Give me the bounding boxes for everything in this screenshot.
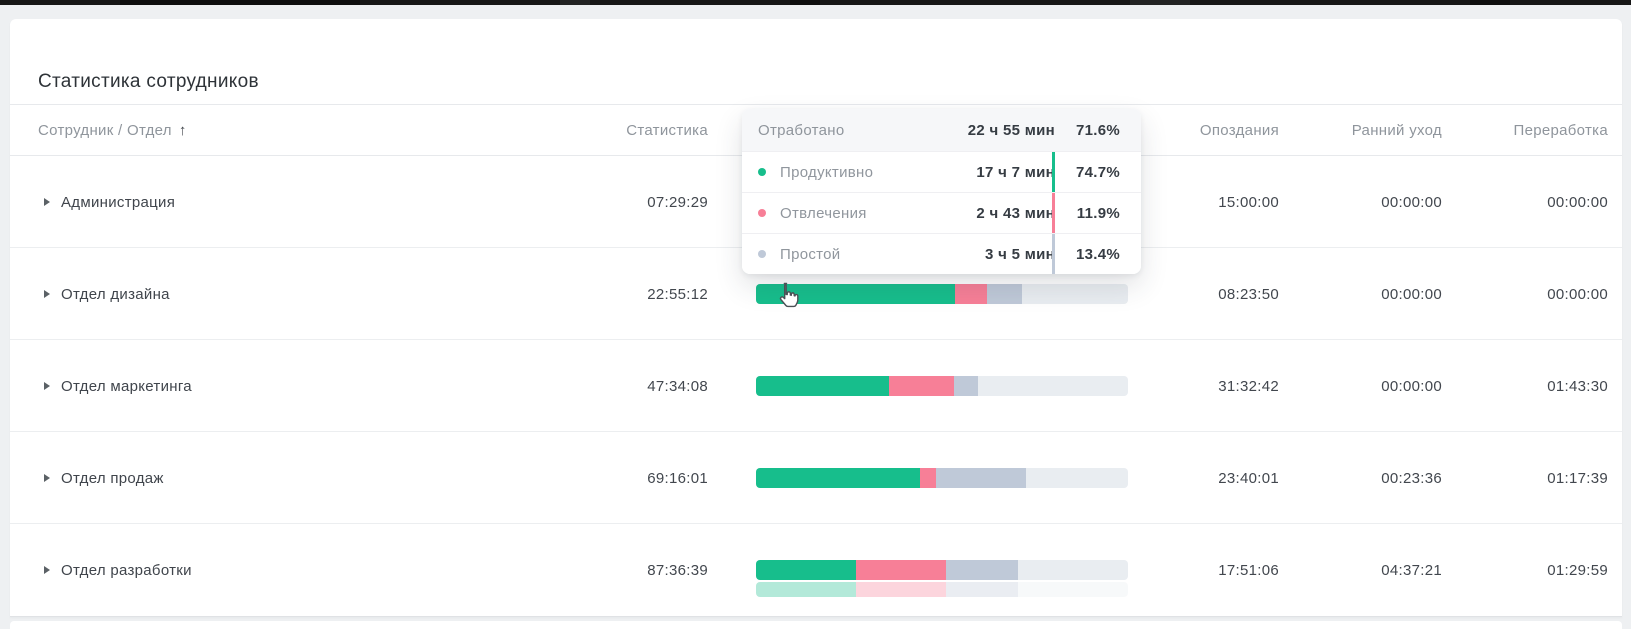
early-leave-value: 00:00:00 xyxy=(1381,377,1442,395)
statistics-value: 07:29:29 xyxy=(647,193,708,211)
statistics-value: 69:16:01 xyxy=(647,469,708,487)
expand-arrow-icon[interactable] xyxy=(44,290,50,298)
browser-chrome-strip xyxy=(0,0,1631,5)
partial-productivity-bar xyxy=(756,582,1128,597)
column-header-overtime[interactable]: Переработка xyxy=(1513,121,1608,139)
statistics-value: 47:34:08 xyxy=(647,377,708,395)
sort-ascending-icon[interactable]: ↑ xyxy=(178,121,187,139)
late-value: 23:40:01 xyxy=(1218,469,1279,487)
worked-percent: 71.6% xyxy=(1075,121,1120,139)
distraction-percent: 11.9% xyxy=(1076,204,1120,222)
productivity-bar[interactable] xyxy=(756,468,1128,488)
overtime-value: 00:00:00 xyxy=(1547,193,1608,211)
overtime-value: 00:00:00 xyxy=(1547,285,1608,303)
productivity-bar[interactable] xyxy=(756,376,1128,396)
department-name: Отдел разработки xyxy=(61,561,192,579)
productive-dot-icon xyxy=(758,168,766,176)
distraction-divider xyxy=(1052,193,1055,233)
page-title: Статистика сотрудников xyxy=(38,71,259,92)
expand-arrow-icon[interactable] xyxy=(44,198,50,206)
idle-duration: 3 ч 5 мин xyxy=(985,245,1055,263)
column-header-early-leave[interactable]: Ранний уход xyxy=(1351,121,1442,139)
worked-duration: 22 ч 55 мин xyxy=(967,121,1055,139)
late-value: 08:23:50 xyxy=(1218,285,1279,303)
early-leave-value: 00:23:36 xyxy=(1381,469,1442,487)
productivity-bar-hovered[interactable] xyxy=(756,284,1128,304)
idle-divider xyxy=(1052,234,1055,274)
department-name: Администрация xyxy=(61,193,176,211)
overtime-value: 01:29:59 xyxy=(1547,561,1608,579)
tooltip-idle-row: Простой 3 ч 5 мин 13.4% xyxy=(742,233,1141,274)
column-header-employee[interactable]: Сотрудник / Отдел ↑ xyxy=(38,121,187,139)
hand-cursor-icon xyxy=(776,282,800,315)
department-name: Отдел маркетинга xyxy=(61,377,192,395)
column-header-statistics[interactable]: Статистика xyxy=(626,121,708,139)
department-name: Отдел дизайна xyxy=(61,285,170,303)
tooltip-worked-row: Отработано 22 ч 55 мин 71.6% xyxy=(742,109,1141,151)
distraction-dot-icon xyxy=(758,209,766,217)
tooltip-distraction-row: Отвлечения 2 ч 43 мин 11.9% xyxy=(742,192,1141,233)
late-value: 15:00:00 xyxy=(1218,193,1279,211)
statistics-value: 22:55:12 xyxy=(647,285,708,303)
productive-percent: 74.7% xyxy=(1075,163,1120,181)
idle-percent: 13.4% xyxy=(1075,245,1120,263)
table-row[interactable]: Отдел продаж 69:16:01 23:40:01 00:23:36 … xyxy=(10,432,1622,524)
column-header-late[interactable]: Опоздания xyxy=(1199,121,1279,139)
table-row[interactable]: Отдел разработки 87:36:39 17:51:06 04:37… xyxy=(10,524,1622,616)
distraction-duration: 2 ч 43 мин xyxy=(976,204,1055,222)
next-section-card xyxy=(10,621,1622,629)
overtime-value: 01:43:30 xyxy=(1547,377,1608,395)
productive-duration: 17 ч 7 мин xyxy=(976,163,1055,181)
productive-divider xyxy=(1052,152,1055,192)
expand-arrow-icon[interactable] xyxy=(44,566,50,574)
late-value: 31:32:42 xyxy=(1218,377,1279,395)
expand-arrow-icon[interactable] xyxy=(44,382,50,390)
idle-dot-icon xyxy=(758,250,766,258)
department-name: Отдел продаж xyxy=(61,469,164,487)
early-leave-value: 00:00:00 xyxy=(1381,193,1442,211)
tooltip-productive-row: Продуктивно 17 ч 7 мин 74.7% xyxy=(742,151,1141,192)
statistics-value: 87:36:39 xyxy=(647,561,708,579)
early-leave-value: 00:00:00 xyxy=(1381,285,1442,303)
productivity-bar[interactable] xyxy=(756,560,1128,580)
expand-arrow-icon[interactable] xyxy=(44,474,50,482)
table-row[interactable]: Отдел маркетинга 47:34:08 31:32:42 00:00… xyxy=(10,340,1622,432)
late-value: 17:51:06 xyxy=(1218,561,1279,579)
early-leave-value: 04:37:21 xyxy=(1381,561,1442,579)
overtime-value: 01:17:39 xyxy=(1547,469,1608,487)
productivity-tooltip: Отработано 22 ч 55 мин 71.6% Продуктивно… xyxy=(742,109,1141,274)
